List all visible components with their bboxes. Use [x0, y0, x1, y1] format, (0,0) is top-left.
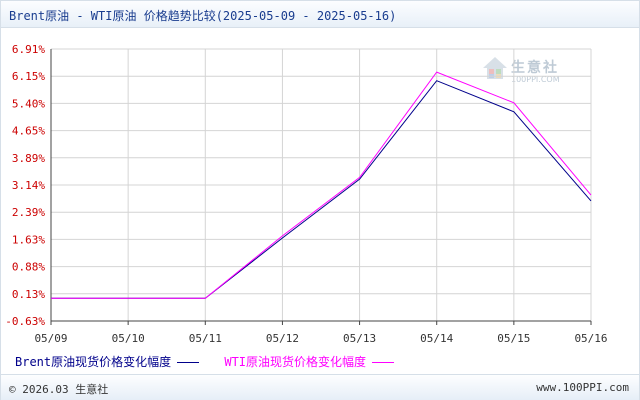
x-tick-label: 05/16 — [574, 332, 607, 345]
legend-item-wti: WTI原油现货价格变化幅度 — [224, 353, 395, 370]
y-tick-label: 3.14% — [12, 179, 45, 192]
watermark-subtext: 100PPI.COM — [511, 75, 560, 84]
chart-header: Brent原油 - WTI原油 价格趋势比较(2025-05-09 - 2025… — [1, 1, 639, 28]
x-tick-label: 05/14 — [420, 332, 453, 345]
watermark-text: 生意社 — [511, 60, 559, 76]
legend-item-brent: Brent原油现货价格变化幅度 — [15, 353, 200, 370]
y-tick-label: -0.63% — [5, 315, 45, 328]
y-tick-label: 0.13% — [12, 288, 45, 301]
line-chart: 6.91% 6.15% 5.40% 4.65% 3.89% 3.14% 2.39% 1.63%… — [5, 43, 607, 345]
y-tick-label: 1.63% — [12, 233, 45, 246]
x-tick-label: 05/10 — [112, 332, 145, 345]
y-tick-label: 6.15% — [12, 70, 45, 83]
y-tick-label: 3.89% — [12, 152, 45, 165]
y-tick-label: 6.91% — [12, 43, 45, 56]
x-tick-label: 05/13 — [343, 332, 376, 345]
legend-label-wti: WTI原油现货价格变化幅度 — [224, 355, 367, 369]
y-axis-ticks: 6.91% 6.15% 5.40% 4.65% 3.89% 3.14% 2.39% 1.63%… — [5, 43, 45, 328]
chart-footer: © 2026.03 生意社 www.100PPI.com — [1, 374, 639, 400]
y-tick-label: 2.39% — [12, 206, 45, 219]
chart-legend: Brent原油现货价格变化幅度 WTI原油现货价格变化幅度 — [15, 353, 412, 370]
chart-grid — [50, 48, 592, 325]
y-tick-label: 4.65% — [12, 125, 45, 138]
legend-swatch-wti — [372, 362, 395, 363]
series-line-wti — [51, 71, 592, 299]
legend-label-brent: Brent原油现货价格变化幅度 — [15, 355, 172, 369]
legend-swatch-brent — [177, 362, 200, 363]
watermark-logo: 生意社 100PPI.COM — [481, 55, 581, 95]
series-line-brent — [51, 80, 592, 299]
y-tick-label: 5.40% — [12, 97, 45, 110]
site-link[interactable]: www.100PPI.com — [536, 381, 629, 394]
x-tick-label: 05/12 — [266, 332, 299, 345]
chart-title: Brent原油 - WTI原油 价格趋势比较(2025-05-09 - 2025… — [9, 9, 397, 23]
x-tick-label: 05/15 — [497, 332, 530, 345]
x-tick-label: 05/11 — [189, 332, 222, 345]
y-tick-label: 0.88% — [12, 261, 45, 274]
chart-series — [51, 71, 592, 299]
copyright-text: © 2026.03 生意社 — [9, 383, 109, 396]
x-tick-label: 05/09 — [34, 332, 67, 345]
x-axis-ticks: 05/09 05/10 05/11 05/12 05/13 05/14 05/15 05/16 — [34, 332, 607, 345]
